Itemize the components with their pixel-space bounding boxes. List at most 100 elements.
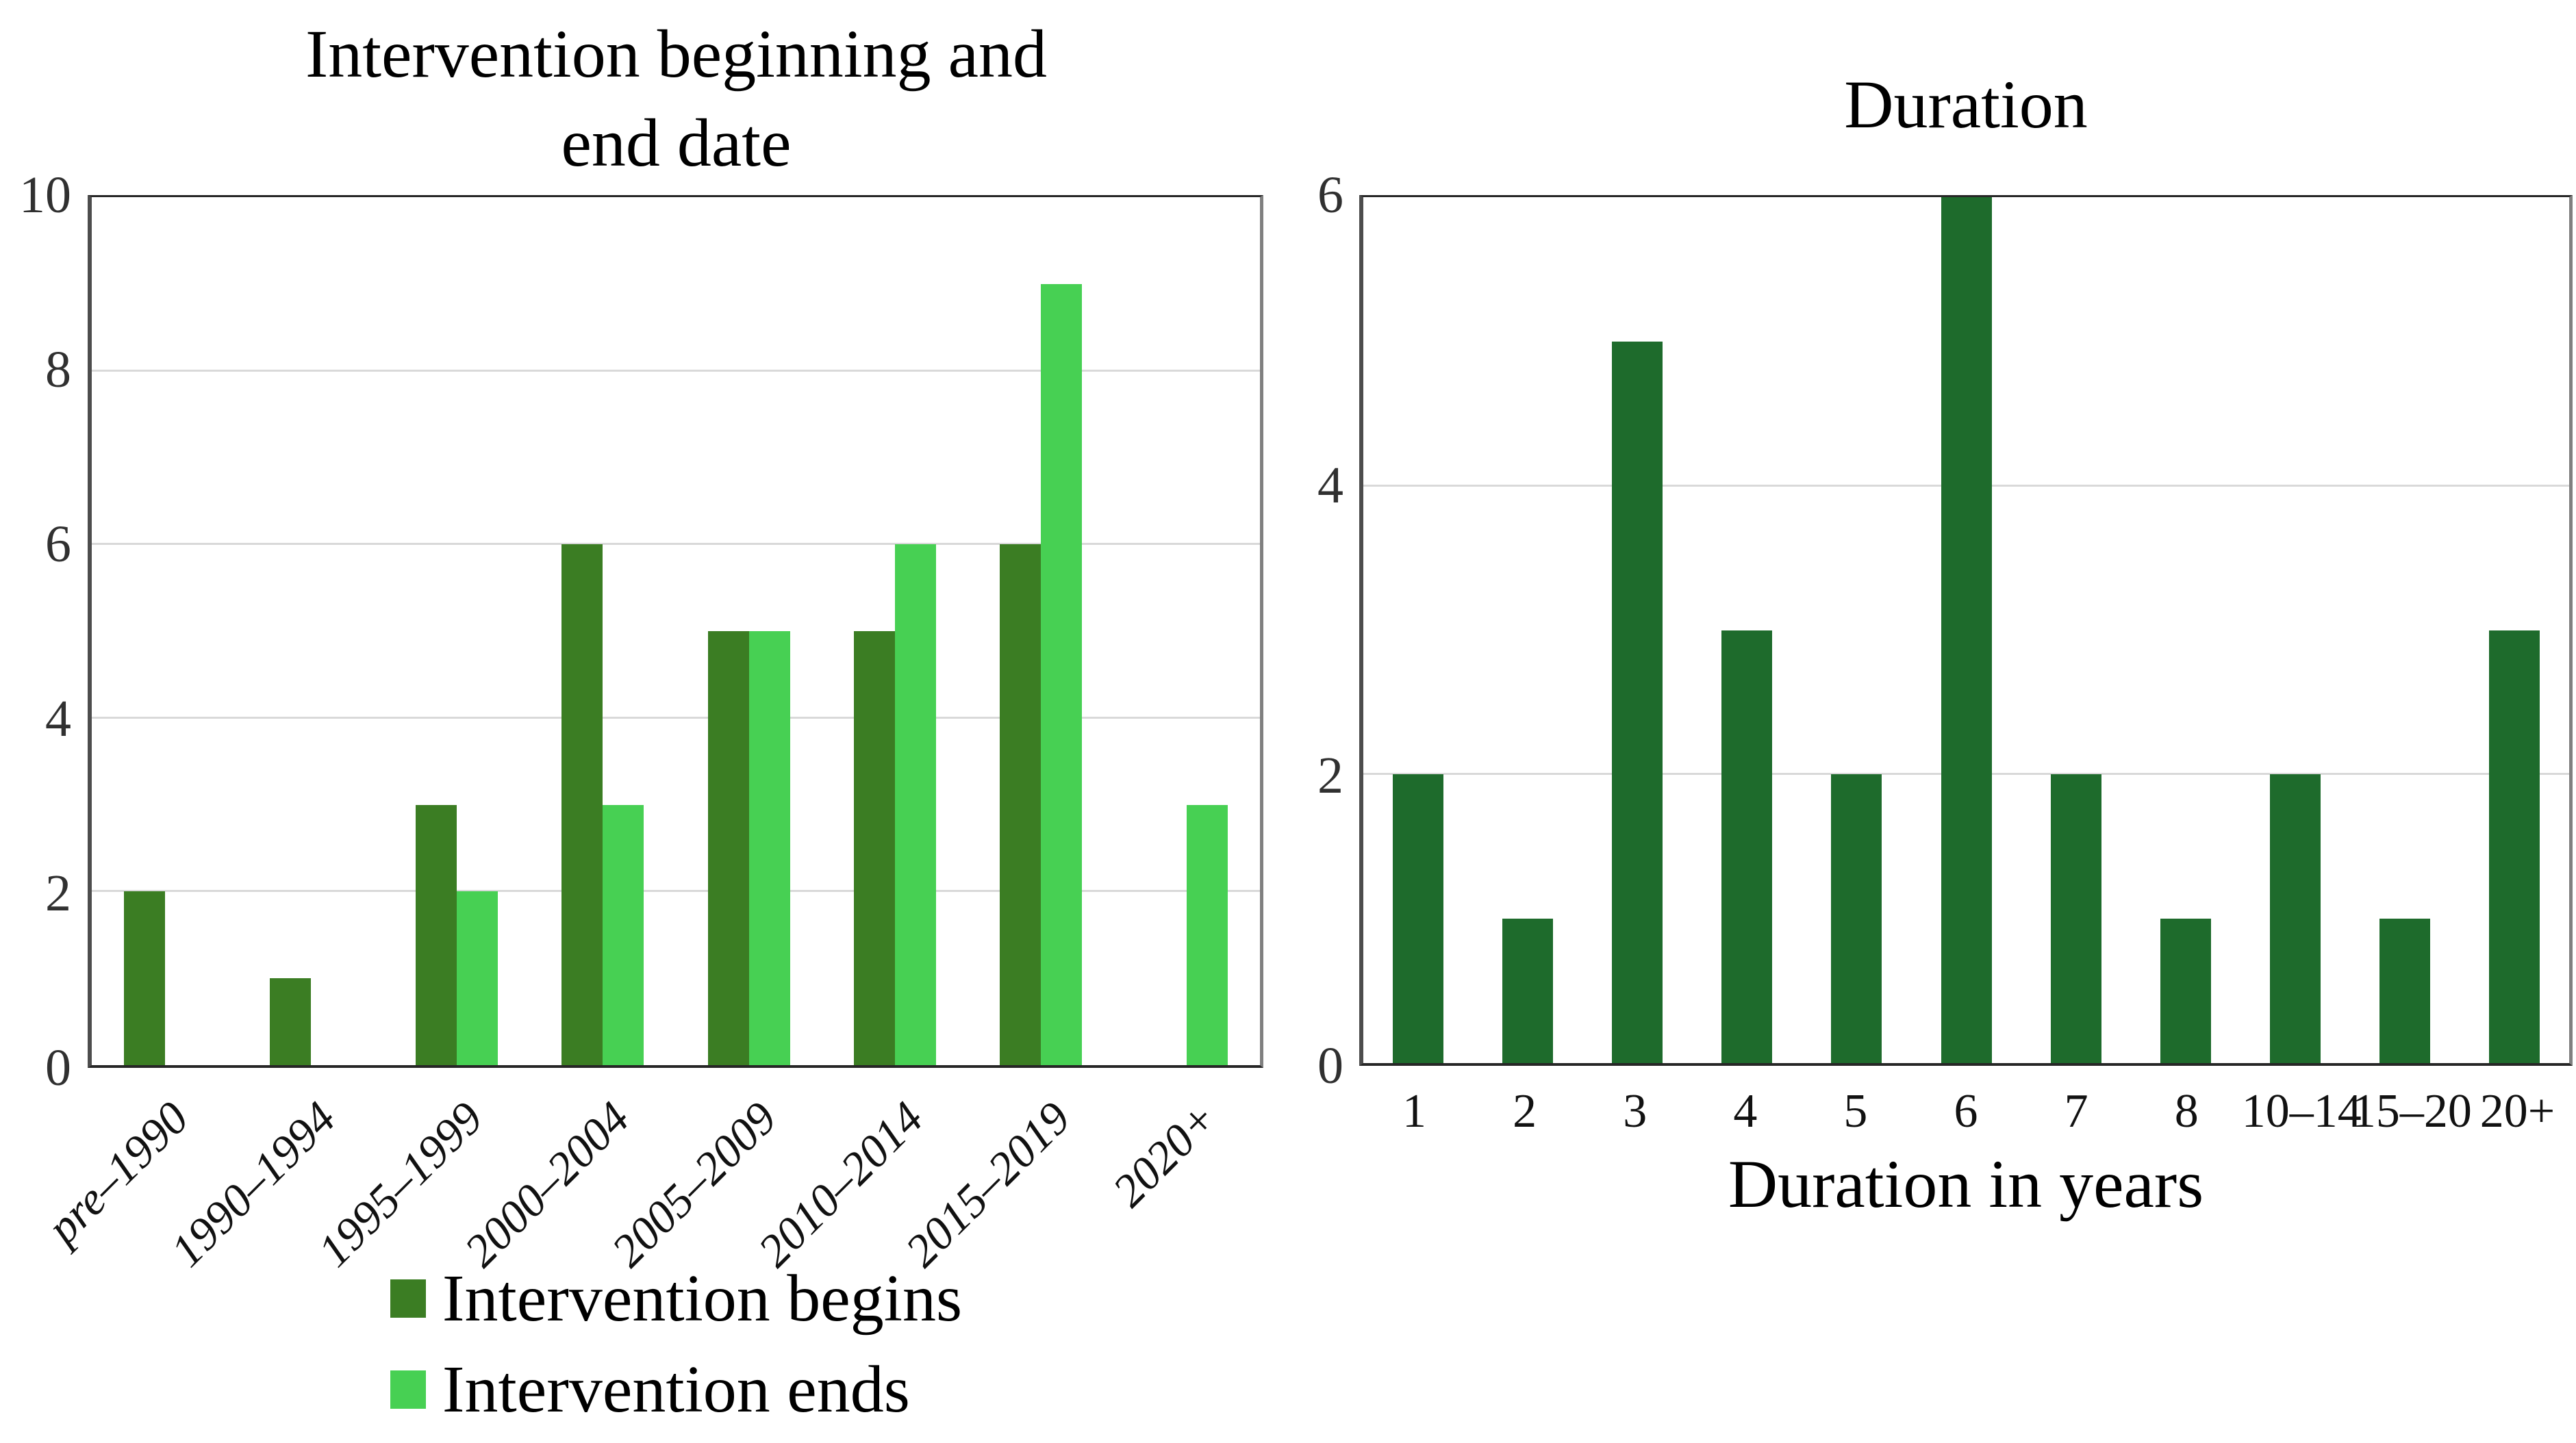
x-tick-label: 4 [1733, 1085, 1758, 1138]
bar-duration [1941, 197, 1992, 1063]
bar-duration [1502, 919, 1554, 1063]
legend-label: Intervention begins [442, 1262, 963, 1336]
bar-duration [2269, 774, 2321, 1063]
x-tick-slot: 2015–2019 [895, 1080, 1117, 1286]
bar-intervention-ends [1041, 283, 1083, 1065]
legend-item-intervention-begins: Intervention begins [390, 1264, 962, 1334]
x-tick-label: 8 [2174, 1085, 2199, 1138]
x-tick-slot: 2020+ [1102, 1080, 1263, 1286]
bar-duration [1393, 774, 1444, 1063]
category-slot [92, 197, 238, 1065]
chart-intervention-dates: Intervention beginning and end date 0 2 4 6 8… [0, 0, 1287, 1443]
x-tick-slot: 8 [2132, 1077, 2242, 1146]
x-tick-slot: 6 [1910, 1077, 2021, 1146]
chart-duration: Duration 0 2 4 6 1 2 3 4 5 6 7 8 10–14 15–20 20+ Dura… [1287, 0, 2576, 1443]
x-tick-label: 2 [1513, 1085, 1537, 1138]
bar-intervention-begins [1000, 544, 1041, 1065]
chart-title-line: end date [561, 105, 792, 181]
bar-intervention-begins [269, 978, 311, 1065]
gridline [92, 716, 1260, 719]
bar-intervention-ends [894, 544, 936, 1065]
x-tick-slot: 2 [1469, 1077, 1580, 1146]
category-slot [1802, 197, 1911, 1063]
x-tick-label: 7 [2064, 1085, 2088, 1138]
x-axis-labels: 1 2 3 4 5 6 7 8 10–14 15–20 20+ [1359, 1077, 2573, 1146]
bar-intervention-begins [707, 631, 749, 1065]
category-slot [2131, 197, 2240, 1063]
bar-duration [2050, 774, 2101, 1063]
y-tick-label: 6 [1317, 166, 1343, 224]
category-slot [384, 197, 530, 1065]
x-tick-label: 1 [1402, 1085, 1427, 1138]
y-axis-labels: 0 2 4 6 8 10 [0, 169, 71, 1094]
x-tick-slot: 1 [1359, 1077, 1469, 1146]
bar-intervention-begins [416, 804, 457, 1065]
category-slot [530, 197, 676, 1065]
category-slot [1911, 197, 2021, 1063]
bar-intervention-ends [603, 804, 644, 1065]
x-tick-slot: 15–20 [2351, 1077, 2472, 1146]
plot-area [88, 195, 1263, 1068]
bar-intervention-ends [748, 631, 790, 1065]
y-tick-label: 4 [45, 690, 71, 748]
legend-item-intervention-ends: Intervention ends [390, 1352, 910, 1427]
gridline [92, 369, 1260, 372]
x-tick-label: 2020+ [1102, 1091, 1228, 1217]
category-slot [676, 197, 822, 1065]
x-tick-label: 6 [1954, 1085, 1978, 1138]
x-tick-slot: 20+ [2462, 1077, 2573, 1146]
legend-label: Intervention ends [442, 1352, 910, 1427]
y-tick-label: 4 [1317, 457, 1343, 514]
x-tick-label: 3 [1623, 1085, 1647, 1138]
category-slot [1692, 197, 1802, 1063]
bar-duration [1721, 630, 1773, 1063]
bar-intervention-ends [457, 891, 498, 1065]
chart-title: Duration [1359, 60, 2573, 149]
bar-intervention-ends [1187, 804, 1228, 1065]
bar-duration [1831, 774, 1882, 1063]
plot-area [1359, 195, 2573, 1066]
x-axis-title: Duration in years [1728, 1146, 2204, 1222]
category-slot [1582, 197, 1692, 1063]
y-tick-label: 2 [1317, 747, 1343, 804]
x-tick-label: 15–20 [2351, 1085, 2472, 1138]
y-axis-labels: 0 2 4 6 [1287, 169, 1343, 1092]
category-slot [2240, 197, 2350, 1063]
x-tick-label: 20+ [2479, 1085, 2555, 1138]
gridline [92, 543, 1260, 546]
x-tick-slot: 5 [1800, 1077, 1910, 1146]
chart-title-line: Duration [1844, 66, 2088, 142]
bars-layer [1363, 197, 2569, 1063]
y-tick-label: 8 [45, 341, 71, 398]
bar-duration [1612, 341, 1663, 1063]
legend-swatch-intervention-ends [390, 1370, 426, 1409]
gridline [92, 890, 1260, 893]
x-tick-slot: 10–14 [2242, 1077, 2362, 1146]
category-slot [822, 197, 968, 1065]
category-slot [2460, 197, 2569, 1063]
bar-intervention-begins [123, 891, 165, 1065]
bars-layer [92, 197, 1260, 1065]
category-slot [1363, 197, 1473, 1063]
bar-duration [2160, 919, 2211, 1063]
category-slot [2021, 197, 2131, 1063]
category-slot [1473, 197, 1582, 1063]
y-tick-label: 2 [45, 865, 71, 922]
x-tick-slot: 3 [1580, 1077, 1690, 1146]
legend-rows: Intervention begins Intervention ends [390, 1264, 962, 1425]
legend: Intervention begins Intervention ends [89, 1264, 1263, 1425]
legend-swatch-intervention-begins [390, 1279, 426, 1318]
y-tick-label: 0 [45, 1039, 71, 1097]
category-slot [968, 197, 1114, 1065]
y-tick-label: 10 [19, 166, 71, 224]
x-axis-labels: pre–1990 1990–1994 1995–1999 2000–2004 2005–… [36, 1080, 1263, 1286]
category-slot [2350, 197, 2460, 1063]
x-tick-slot: 7 [2021, 1077, 2132, 1146]
chart-title-line: Intervention beginning and [305, 16, 1048, 92]
category-slot [1114, 197, 1260, 1065]
x-tick-slot: 4 [1690, 1077, 1800, 1146]
bar-intervention-begins [853, 631, 895, 1065]
y-tick-label: 0 [1317, 1037, 1343, 1095]
x-tick-label: 5 [1843, 1085, 1868, 1138]
